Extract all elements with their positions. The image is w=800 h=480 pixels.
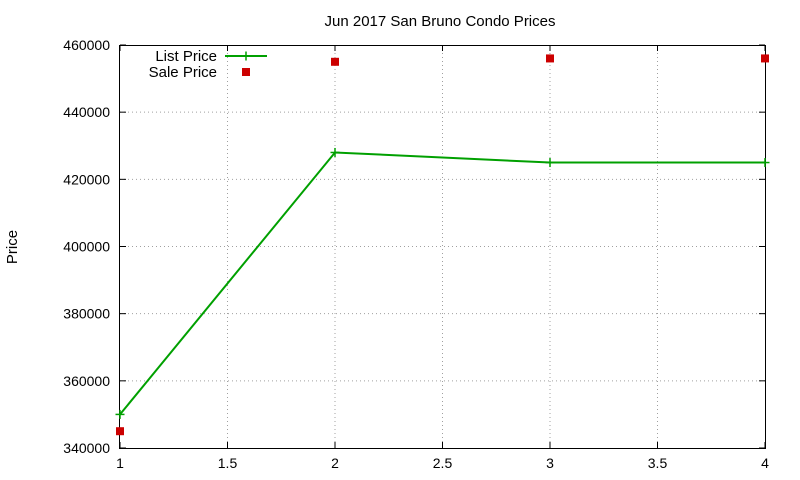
list-price-line <box>119 151 765 416</box>
x-tick-label: 4 <box>761 455 769 471</box>
plot-series <box>115 54 770 436</box>
sale-price-point <box>761 54 769 63</box>
x-tick-label: 1.5 <box>218 455 238 471</box>
sale-price-point <box>331 57 339 66</box>
list-price-point <box>545 158 555 168</box>
y-tick-label: 400000 <box>63 239 110 255</box>
y-tick-label: 420000 <box>63 171 110 187</box>
legend-label-sale-price: Sale Price <box>149 64 217 81</box>
axis-ticks: 1 1.5 2 2.5 3 3.5 4 340000 360000 380000 400000 420… <box>63 37 769 471</box>
y-axis-label: Price <box>4 230 21 264</box>
x-tick-label: 1 <box>116 455 124 471</box>
y-tick-label: 340000 <box>63 440 110 456</box>
x-tick-label: 2 <box>331 455 339 471</box>
legend-list-marker <box>241 51 251 61</box>
y-tick-label: 360000 <box>63 373 110 389</box>
y-tick-label: 460000 <box>63 37 110 53</box>
legend-sale-marker <box>242 68 250 76</box>
grid <box>120 45 765 448</box>
x-tick-label: 2.5 <box>433 455 453 471</box>
y-tick-label: 440000 <box>63 104 110 120</box>
x-tick-label: 3.5 <box>648 455 668 471</box>
legend-swatch-list-price <box>225 51 267 61</box>
chart-title: Jun 2017 San Bruno Condo Prices <box>325 13 556 30</box>
x-tick-label: 3 <box>546 455 554 471</box>
legend-swatch-sale-price <box>242 68 250 76</box>
sale-price-point <box>546 54 554 63</box>
y-tick-label: 380000 <box>63 306 110 322</box>
list-price-point <box>760 158 770 168</box>
legend-label-list-price: List Price <box>155 48 217 65</box>
list-price-point <box>115 409 125 419</box>
sale-price-point <box>116 427 124 436</box>
legend: List Price Sale Price <box>149 48 267 81</box>
list-price-point <box>330 147 340 157</box>
